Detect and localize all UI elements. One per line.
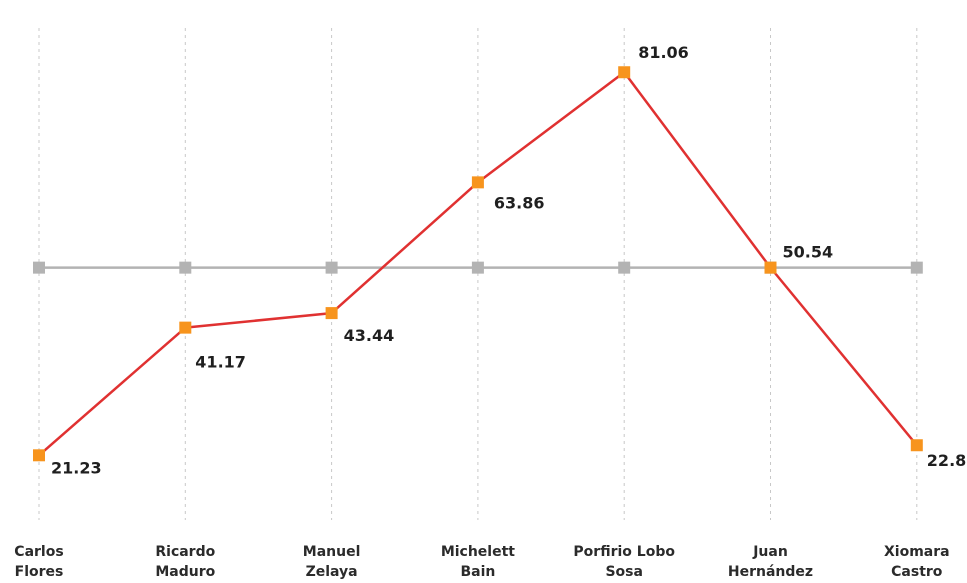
- reference-point-marker: [910, 261, 923, 274]
- data-label: 21.23: [51, 458, 102, 477]
- x-tick-label: Manuel Zelaya: [303, 544, 361, 580]
- data-label: 63.86: [494, 193, 545, 212]
- data-point-marker: [179, 321, 192, 334]
- data-point-marker: [33, 449, 45, 462]
- x-tick-label: Ricardo Maduro: [155, 544, 215, 580]
- data-point-marker: [471, 176, 484, 189]
- data-point-marker: [325, 307, 338, 320]
- data-point-marker: [618, 66, 631, 79]
- reference-point-marker: [471, 261, 484, 274]
- data-label: 41.17: [195, 353, 246, 372]
- reference-point-marker: [33, 261, 45, 274]
- gridlines: [38, 28, 918, 520]
- data-labels: 21.23 41.17 43.44 63.86 81.06 50.54 22.8: [51, 43, 966, 477]
- x-tick-label: Xiomara Castro: [884, 544, 950, 580]
- x-tick-label: Michelett Bain: [441, 544, 515, 580]
- reference-point-marker: [618, 261, 631, 274]
- x-tick-label: Porfirio Lobo Sosa: [573, 544, 675, 580]
- data-label: 22.8: [927, 451, 966, 470]
- data-label: 43.44: [344, 326, 395, 345]
- series-markers: [33, 66, 923, 462]
- reference-point-marker: [179, 261, 192, 274]
- data-point-marker: [910, 439, 923, 452]
- data-point-marker: [764, 261, 777, 274]
- x-tick-label: Juan Hernández: [728, 544, 813, 580]
- reference-point-marker: [325, 261, 338, 274]
- x-axis-labels: Carlos Flores Ricardo Maduro Manuel Zelaya Mic…: [14, 544, 949, 580]
- data-label: 50.54: [783, 243, 834, 262]
- data-label: 81.06: [638, 43, 689, 62]
- x-tick-label: Carlos Flores: [14, 544, 63, 580]
